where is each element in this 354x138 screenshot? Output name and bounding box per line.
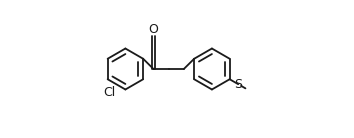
Text: Cl: Cl: [103, 86, 115, 99]
Text: O: O: [149, 23, 158, 36]
Text: S: S: [234, 78, 242, 91]
